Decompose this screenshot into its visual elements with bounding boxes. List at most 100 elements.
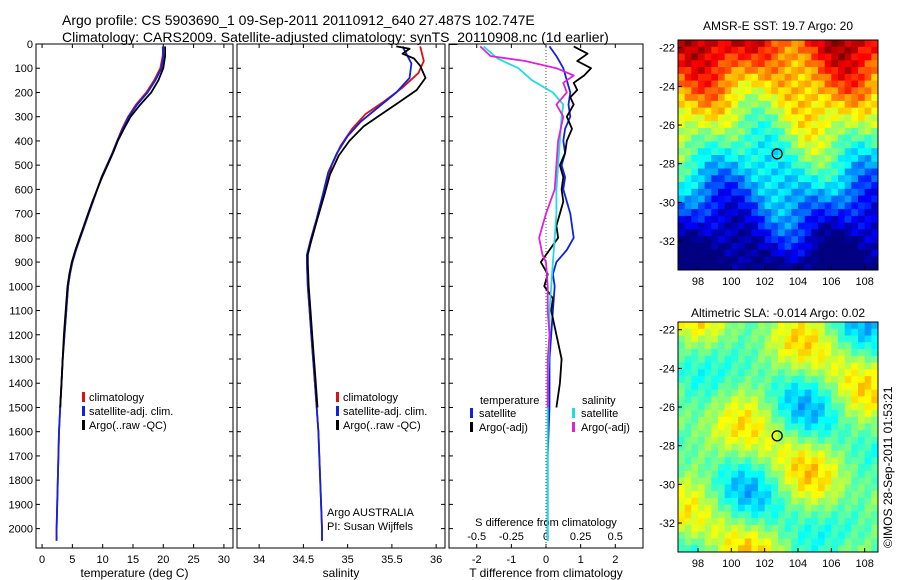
map-cell: [804, 53, 812, 61]
map-cell: [678, 161, 686, 170]
map-cell: [858, 464, 866, 472]
y-tick-label: -24: [659, 81, 675, 93]
map-cell: [731, 349, 739, 357]
map-cell: [851, 437, 859, 445]
map-cell: [691, 188, 699, 197]
legend-swatch: [336, 406, 339, 416]
map-cell: [824, 538, 832, 546]
map-cell: [798, 491, 806, 499]
map-cell: [751, 215, 759, 224]
map-cell: [858, 222, 866, 230]
map-cell: [844, 369, 852, 377]
map-cell: [778, 355, 786, 364]
map-cell: [764, 87, 772, 95]
map-cell: [864, 504, 872, 512]
map-cell: [851, 389, 859, 397]
map-cell: [724, 168, 732, 176]
map-cell: [791, 491, 799, 499]
map-cell: [851, 67, 859, 75]
map-cell: [871, 107, 879, 115]
map-cell: [678, 148, 686, 156]
map-cell: [844, 518, 852, 526]
map-cell: [678, 335, 686, 343]
map-cell: [784, 342, 792, 350]
map-cell: [678, 376, 686, 384]
map-cell: [764, 538, 772, 546]
map-cell: [691, 389, 699, 397]
map-cell: [798, 328, 806, 337]
map-cell: [798, 511, 806, 519]
map-cell: [724, 349, 732, 357]
map-cell: [811, 114, 819, 122]
map-cell: [818, 322, 826, 330]
map-cell: [811, 504, 819, 512]
map-cell: [691, 349, 699, 357]
map-cell: [851, 80, 859, 88]
map-cell: [771, 148, 779, 156]
map-cell: [851, 396, 859, 404]
map-cell: [778, 450, 786, 458]
x-tick-label: 0: [543, 554, 549, 566]
map-cell: [804, 168, 812, 176]
legend-swatch: [470, 422, 473, 432]
map-cell: [818, 484, 826, 492]
map-cell: [844, 148, 852, 156]
map-cell: [724, 376, 732, 384]
map-cell: [711, 161, 719, 170]
map-cell: [844, 87, 852, 95]
map-cell: [704, 504, 712, 512]
map-cell: [864, 80, 872, 88]
map-cell: [724, 60, 732, 68]
map-cell: [831, 87, 839, 95]
map-cell: [804, 355, 812, 364]
map-cell: [864, 423, 872, 431]
y-tick-label: 400: [15, 136, 33, 148]
map-cell: [711, 450, 719, 458]
x-tick-label: 98: [692, 276, 704, 288]
map-cell: [831, 382, 839, 391]
map-cell: [784, 168, 792, 176]
map-cell: [711, 94, 719, 102]
map-cell: [771, 188, 779, 197]
map-cell: [798, 389, 806, 397]
map-cell: [791, 382, 799, 391]
legend-label: climatology: [343, 392, 399, 404]
map-cell: [864, 182, 872, 190]
map-cell: [764, 423, 772, 431]
map-cell: [858, 349, 866, 357]
map-cell: [711, 531, 719, 539]
map-cell: [791, 60, 799, 68]
map-cell: [784, 202, 792, 210]
map-cell: [751, 497, 759, 506]
map-cell: [858, 127, 866, 136]
map-cell: [811, 60, 819, 68]
map-cell: [718, 114, 726, 122]
float-position-marker: [771, 430, 783, 442]
map-cell: [718, 437, 726, 445]
map-cell: [864, 355, 872, 364]
map-cell: [844, 409, 852, 418]
map-cell: [858, 209, 866, 217]
map-cell: [731, 188, 739, 197]
map-cell: [758, 430, 766, 438]
legend-swatch: [82, 406, 85, 416]
map-cell: [744, 215, 752, 224]
map-cell: [711, 148, 719, 156]
map-cell: [764, 215, 772, 224]
map-cell: [871, 538, 879, 546]
map-cell: [851, 249, 859, 257]
map-cell: [778, 376, 786, 384]
map-cell: [858, 215, 866, 224]
map-cell: [831, 423, 839, 431]
map-cell: [778, 121, 786, 129]
map-cell: [871, 80, 879, 88]
map-cell: [678, 263, 686, 271]
map-cell: [844, 46, 852, 55]
map-cell: [791, 464, 799, 472]
map-cell: [864, 362, 872, 370]
map-cell: [784, 114, 792, 122]
map-cell: [738, 60, 746, 68]
map-cell: [824, 215, 832, 224]
map-cell: [851, 545, 859, 553]
map-cell: [751, 437, 759, 445]
